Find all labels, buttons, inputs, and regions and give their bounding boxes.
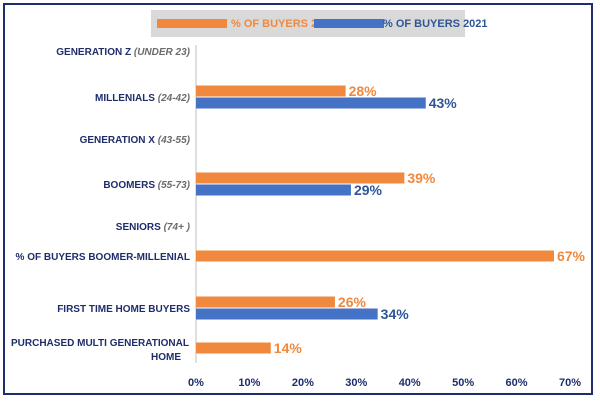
bar-chart: % OF BUYERS 2022 % OF BUYERS 2021 GENERAT… xyxy=(11,10,586,389)
x-tick-label: 50% xyxy=(452,377,474,389)
legend-label-1: % OF BUYERS 2022 xyxy=(231,18,336,30)
chart-frame: % OF BUYERS 2022 % OF BUYERS 2021 GENERAT… xyxy=(3,3,593,395)
bar-2022 xyxy=(196,342,271,354)
x-tick-label: 60% xyxy=(506,377,528,389)
legend-swatch-2 xyxy=(314,19,384,28)
x-tick-label: 30% xyxy=(345,377,367,389)
bar-2022 xyxy=(196,85,346,97)
category-label-line2: HOME xyxy=(151,352,181,363)
data-label-2022: 26% xyxy=(338,294,367,310)
category-label: SENIORS (74+ ) xyxy=(116,222,191,233)
data-label-2022: 14% xyxy=(274,340,303,356)
x-tick-label: 0% xyxy=(188,377,204,389)
bar-2021 xyxy=(196,308,378,320)
bar-2021 xyxy=(196,184,351,196)
x-tick-label: 40% xyxy=(399,377,421,389)
category-label: BOOMERS (55-73) xyxy=(103,180,190,191)
data-label-2022: 67% xyxy=(557,248,586,264)
data-label-2021: 34% xyxy=(381,306,410,322)
bar-2021 xyxy=(196,97,426,109)
bar-2022 xyxy=(196,296,335,308)
legend-label-2: % OF BUYERS 2021 xyxy=(383,18,488,30)
data-label-2021: 29% xyxy=(354,182,383,198)
x-tick-label: 70% xyxy=(559,377,581,389)
category-label: GENERATION X (43-55) xyxy=(80,135,191,146)
x-tick-label: 20% xyxy=(292,377,314,389)
category-label: GENERATION Z (UNDER 23) xyxy=(56,47,190,58)
bar-2022 xyxy=(196,172,405,184)
data-label-2021: 43% xyxy=(429,95,458,111)
legend-swatch-1 xyxy=(157,19,227,28)
data-label-2022: 39% xyxy=(407,170,436,186)
category-label: PURCHASED MULTI GENERATIONAL xyxy=(11,338,189,349)
category-label: MILLENIALS (24-42) xyxy=(95,93,191,104)
category-label: % OF BUYERS BOOMER-MILLENIAL xyxy=(16,252,190,263)
bar-2022 xyxy=(196,250,554,262)
category-label: FIRST TIME HOME BUYERS xyxy=(57,304,190,315)
data-label-2022: 28% xyxy=(349,83,378,99)
x-tick-label: 10% xyxy=(238,377,260,389)
